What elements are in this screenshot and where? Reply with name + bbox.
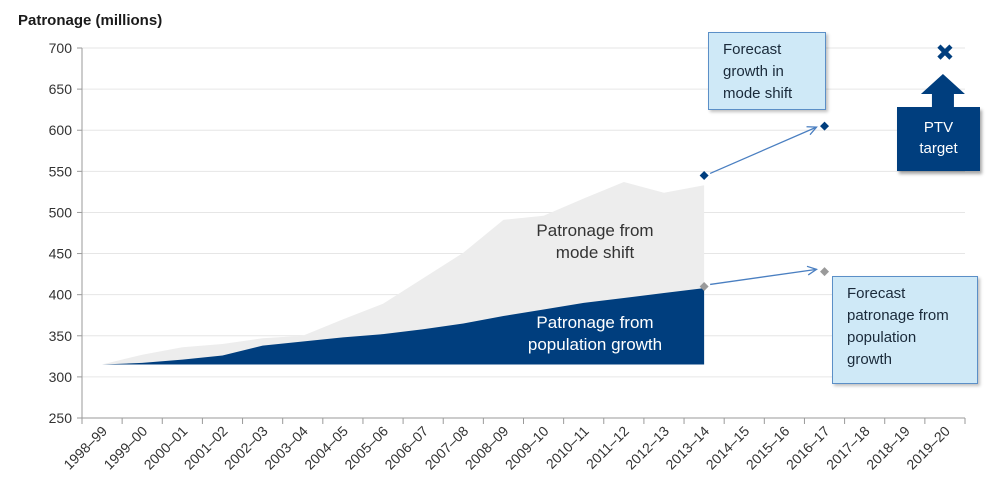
x-tick-label: 2002–03 [221,423,271,473]
axes [77,47,966,424]
y-axis-title: Patronage (millions) [18,12,163,29]
y-tick-label: 400 [49,287,73,303]
x-tick-label: 2017–18 [823,423,873,473]
x-tick-label: 2005–06 [341,423,391,473]
y-tick-label: 350 [49,328,73,344]
y-tick-label: 700 [49,40,73,56]
ptv-up-arrow [920,74,965,108]
mode-shift-area-label: Patronage from mode shift [536,221,654,262]
forecast-point-marker [820,121,830,131]
ptv-target-arrow [920,74,965,108]
y-tick-label: 450 [49,246,73,262]
x-tick-label: 2018–19 [863,423,913,473]
forecast-point-marker [699,170,709,180]
x-tick-label: 2012–13 [622,423,672,473]
y-tick-label: 600 [49,122,73,138]
area-series [102,182,705,365]
ptv-target-box: PTV target [897,107,980,171]
x-tick-labels: 1998–991999–002000–012001–022002–032003–… [60,423,953,473]
forecast-point-marker [820,267,830,277]
x-tick-label: 2009–10 [502,423,552,473]
x-tick-label: 2006–07 [381,423,431,473]
forecast-point-marker [699,281,709,291]
gridlines [82,47,965,378]
forecast-population-callout: Forecast patronage from population growt… [832,276,978,384]
x-tick-label: 2014–15 [703,423,753,473]
x-tick-label: 2016–17 [783,423,833,473]
x-tick-label: 2013–14 [662,423,712,473]
ptv-target-marker [937,44,953,60]
forecast-mode-shift-callout: Forecast growth in mode shift [708,32,826,110]
x-tick-label: 2000–01 [141,423,191,473]
y-tick-label: 500 [49,204,73,220]
forecast-arrow-line [710,268,817,286]
population-area-label: Patronage from population growth [527,313,663,354]
x-tick-label: 2019–20 [903,423,953,473]
forecast-arrow-head [806,265,819,276]
forecast-arrows [709,126,819,286]
x-tick-label: 2015–16 [743,423,793,473]
population-growth-area [102,288,705,365]
y-tick-labels: 250 300 350 400 450 500 550 600 650 700 [49,40,73,426]
x-tick-label: 2003–04 [261,423,311,473]
y-tick-label: 300 [49,369,73,385]
x-tick-label: 2004–05 [301,423,351,473]
y-tick-label: 650 [49,81,73,97]
forecast-arrow-head [806,126,818,136]
y-tick-label: 250 [49,410,73,426]
x-tick-label: 2007–08 [422,423,472,473]
x-tick-label: 1999–00 [100,423,150,473]
x-tick-label: 2001–02 [181,423,231,473]
y-tick-label: 550 [49,163,73,179]
x-tick-label: 1998–99 [60,423,110,473]
x-tick-label: 2010–11 [543,423,592,472]
forecast-points [699,44,953,291]
forecast-arrow-line [709,126,817,175]
x-tick-label: 2008–09 [462,423,512,473]
